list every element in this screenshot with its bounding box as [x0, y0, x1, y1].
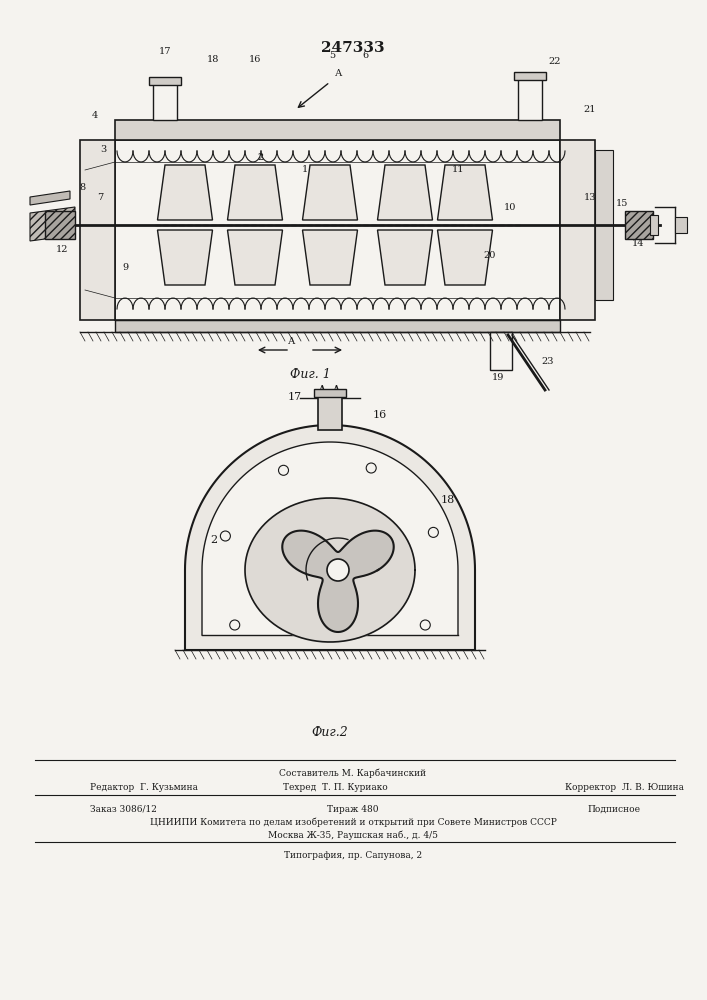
Text: Фиг.2: Фиг.2	[312, 726, 349, 740]
Text: Подписное: Подписное	[587, 804, 640, 814]
Bar	[625, 211, 653, 239]
Bar	[149, 77, 181, 85]
Polygon shape	[30, 191, 70, 205]
Bar	[45, 211, 75, 239]
Text: 17: 17	[288, 392, 302, 402]
Circle shape	[230, 620, 240, 630]
Text: 2: 2	[257, 152, 263, 161]
Polygon shape	[228, 230, 283, 285]
Bar	[650, 215, 658, 235]
Text: Составитель М. Карбачинский: Составитель М. Карбачинский	[279, 768, 426, 778]
Text: 22: 22	[549, 57, 561, 66]
Text: 7: 7	[97, 192, 103, 202]
Bar	[318, 395, 342, 430]
Polygon shape	[202, 442, 458, 635]
Text: Фиг. 1: Фиг. 1	[290, 368, 330, 381]
Polygon shape	[378, 165, 433, 220]
Text: 10: 10	[400, 570, 414, 580]
Bar	[115, 120, 560, 140]
Bar	[518, 75, 542, 120]
Polygon shape	[158, 230, 213, 285]
Text: 5: 5	[329, 50, 335, 60]
Text: ЦНИИПИ Комитета по делам изобретений и открытий при Совете Министров СССР: ЦНИИПИ Комитета по делам изобретений и о…	[150, 817, 556, 827]
Text: 4: 4	[92, 110, 98, 119]
Circle shape	[221, 531, 230, 541]
Text: Техред  Т. П. Куриако: Техред Т. П. Куриако	[283, 782, 387, 792]
Text: 9: 9	[122, 262, 128, 271]
Text: 1: 1	[302, 165, 308, 174]
Polygon shape	[158, 165, 213, 220]
Bar	[560, 140, 595, 320]
Text: А: А	[335, 69, 342, 78]
Polygon shape	[303, 230, 358, 285]
Bar	[153, 82, 177, 120]
Text: 18: 18	[207, 55, 219, 64]
Text: 18: 18	[441, 495, 455, 505]
Text: Типография, пр. Сапунова, 2: Типография, пр. Сапунова, 2	[284, 850, 422, 859]
Text: 247333: 247333	[321, 41, 385, 55]
Text: 20: 20	[484, 250, 496, 259]
Text: 12: 12	[56, 245, 69, 254]
Text: 6: 6	[362, 50, 368, 60]
Bar	[115, 320, 560, 332]
Circle shape	[327, 559, 349, 581]
Text: Москва Ж-35, Раушская наб., д. 4/5: Москва Ж-35, Раушская наб., д. 4/5	[268, 830, 438, 840]
Bar	[80, 140, 115, 320]
Text: Заказ 3086/12: Заказ 3086/12	[90, 804, 157, 814]
Bar	[115, 140, 560, 320]
Text: 3: 3	[100, 145, 106, 154]
Text: 17: 17	[159, 47, 171, 56]
Polygon shape	[185, 425, 475, 650]
Text: Редактор  Г. Кузьмина: Редактор Г. Кузьмина	[90, 782, 198, 792]
Text: 8: 8	[79, 182, 85, 192]
Text: 10: 10	[504, 202, 516, 212]
Circle shape	[428, 527, 438, 537]
Text: 11: 11	[452, 165, 464, 174]
Text: 16: 16	[373, 410, 387, 420]
Bar	[490, 332, 512, 370]
Text: 13: 13	[584, 192, 596, 202]
Bar	[595, 150, 613, 300]
Text: 16: 16	[249, 55, 261, 64]
Text: А: А	[288, 337, 296, 346]
Text: Корректор  Л. В. Юшина: Корректор Л. В. Юшина	[565, 782, 684, 792]
Polygon shape	[30, 207, 75, 241]
Polygon shape	[438, 230, 493, 285]
Polygon shape	[245, 498, 415, 642]
Polygon shape	[438, 165, 493, 220]
Circle shape	[420, 620, 431, 630]
Bar	[675, 217, 687, 233]
Text: Тираж 480: Тираж 480	[327, 804, 379, 814]
Polygon shape	[303, 165, 358, 220]
Polygon shape	[282, 531, 394, 632]
Text: 14: 14	[632, 238, 644, 247]
Circle shape	[366, 463, 376, 473]
Text: 2: 2	[211, 535, 218, 545]
Polygon shape	[228, 165, 283, 220]
Circle shape	[279, 465, 288, 475]
Polygon shape	[378, 230, 433, 285]
Bar	[314, 389, 346, 397]
Text: 15: 15	[616, 198, 629, 208]
Text: А-А: А-А	[317, 385, 343, 399]
Bar	[514, 72, 546, 80]
Text: 21: 21	[584, 105, 596, 114]
Text: 19: 19	[492, 373, 504, 382]
Text: 23: 23	[542, 358, 554, 366]
